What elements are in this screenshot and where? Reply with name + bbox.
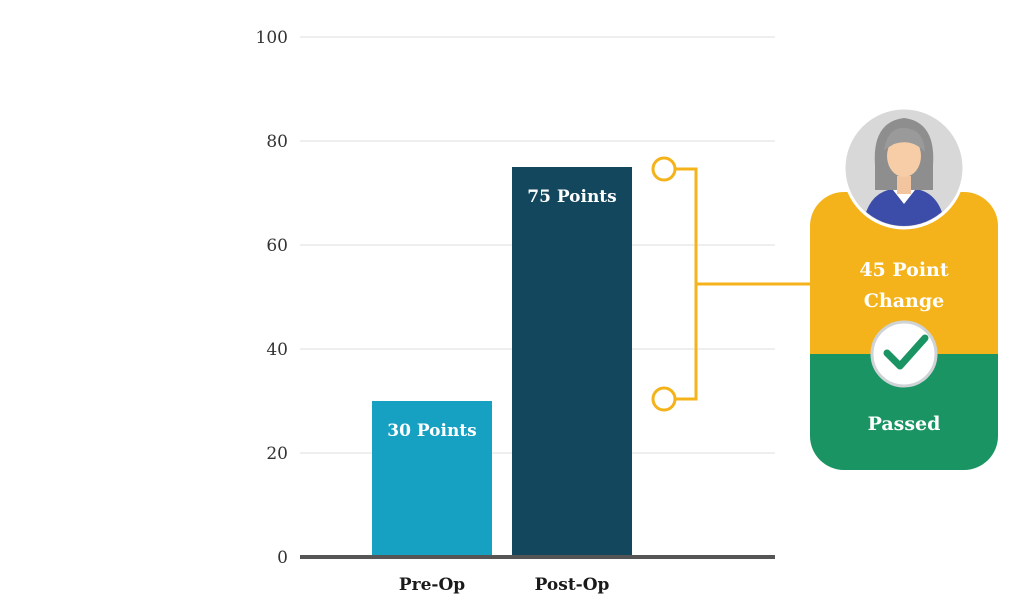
y-axis-ticks: 0 20 40 60 80 100 xyxy=(256,28,288,568)
y-tick-label: 40 xyxy=(266,340,288,360)
y-tick-label: 60 xyxy=(266,236,288,256)
bar xyxy=(372,401,492,557)
x-category-label: Pre-Op xyxy=(399,575,465,595)
bar-data-label: 30 Points xyxy=(387,421,476,441)
bar-data-label: 75 Points xyxy=(527,187,616,207)
result-card: 45 Point Change Passed xyxy=(810,106,998,470)
x-category-label: Post-Op xyxy=(535,575,610,595)
status-text: Passed xyxy=(868,413,941,435)
y-tick-label: 20 xyxy=(266,444,288,464)
bracket-bottom-marker xyxy=(651,386,677,412)
bars xyxy=(372,167,632,557)
bracket-line xyxy=(675,167,812,401)
person-avatar-icon xyxy=(842,106,966,230)
bar xyxy=(512,167,632,557)
x-axis-categories: Pre-Op Post-Op xyxy=(399,575,610,595)
bar-data-labels: 30 Points 75 Points xyxy=(387,187,616,441)
y-tick-label: 80 xyxy=(266,132,288,152)
checkmark-icon xyxy=(870,320,938,388)
y-tick-label: 0 xyxy=(277,548,288,568)
bracket-top-marker xyxy=(651,156,677,182)
change-text-line2: Change xyxy=(864,290,944,312)
change-bracket xyxy=(651,156,812,412)
change-text-line1: 45 Point xyxy=(859,259,949,281)
y-tick-label: 100 xyxy=(256,28,288,48)
